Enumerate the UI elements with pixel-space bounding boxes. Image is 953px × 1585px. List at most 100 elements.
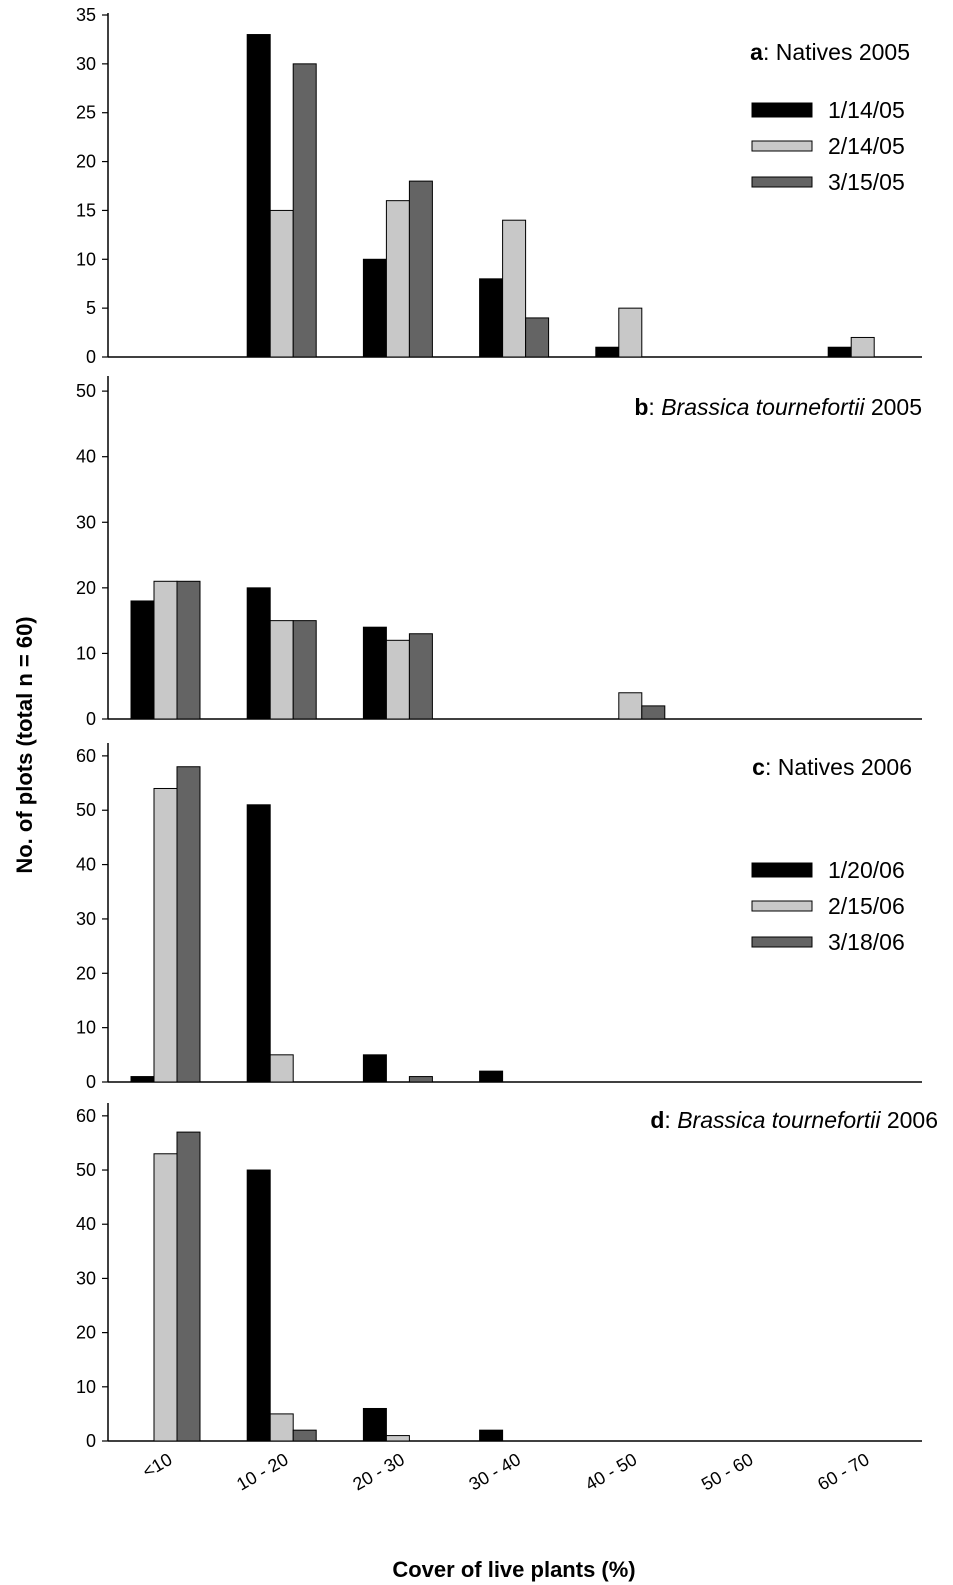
x-axis-tick-labels: <10 10 - 20 20 - 30 30 - 40 40 - 50 50 - 60 60…	[139, 1449, 873, 1494]
bar-c-s1-c1	[130, 1076, 155, 1083]
panel-title-part: b	[634, 394, 648, 420]
panel-title-part: :	[763, 39, 776, 65]
y-tick-label: 15	[76, 200, 96, 220]
panel-title-a: a: Natives 2005	[750, 39, 910, 65]
panel-b: 0 10 20 30 40 50 b: Brassica tournefortii 2005	[76, 376, 922, 729]
x-tick-label: 50 - 60	[698, 1449, 757, 1494]
y-tick-label: 35	[76, 5, 96, 25]
y-tick-label: 50	[76, 800, 96, 820]
bar-a-s2-c3	[385, 200, 410, 358]
y-tick-label: 30	[76, 1268, 96, 1288]
x-tick-label: 40 - 50	[582, 1449, 641, 1494]
panel-title-part: Natives 2005	[776, 39, 910, 65]
legend-c: 1/20/06 2/15/06 3/18/06	[751, 857, 905, 955]
x-tick-label: 30 - 40	[466, 1449, 525, 1494]
y-tick-label: 25	[76, 103, 96, 123]
bar-d-s2-c1	[153, 1153, 178, 1442]
bar-c-s3-c1	[176, 766, 201, 1083]
bar-a-s1-c5	[595, 346, 620, 358]
bar-d-s3-c2	[292, 1429, 317, 1442]
y-tick-label: 50	[76, 381, 96, 401]
legend-label: 2/14/05	[828, 133, 905, 159]
panel-title-part: a	[750, 39, 763, 65]
y-tick-label: 40	[76, 855, 96, 875]
y-tick-label: 10	[76, 1018, 96, 1038]
bar-a-s3-c2	[292, 63, 317, 358]
y-tick-label: 20	[76, 963, 96, 983]
bar-c-s1-c4	[479, 1070, 504, 1083]
bar-c-s1-c3	[362, 1054, 387, 1083]
y-tick-label: 10	[76, 1377, 96, 1397]
y-tick-label: 20	[76, 152, 96, 172]
y-tick-label: 40	[76, 447, 96, 467]
y-tick-label: 30	[76, 54, 96, 74]
y-tick-label: 60	[76, 1106, 96, 1126]
bar-d-s1-c2	[246, 1169, 271, 1442]
bar-a-s2-c5	[618, 307, 643, 358]
panel-d: 0 10 20 30 40 50 60 d: Brassica tournefortii 20…	[76, 1103, 938, 1451]
bar-b-s2-c1	[153, 580, 178, 720]
x-tick-label: 10 - 20	[233, 1449, 292, 1494]
y-tick-label: 0	[86, 1431, 96, 1451]
bar-c-s1-c2	[246, 804, 271, 1083]
panels-layer: 0 5 10 15 20 25 30 35 a: Natives 2005 1/14/05 2/14…	[76, 5, 938, 1451]
panel-title-part: :	[765, 754, 778, 780]
bar-a-s3-c3	[408, 180, 433, 358]
bar-d-s2-c3	[385, 1435, 410, 1442]
legend-swatch	[751, 140, 813, 152]
legend-swatch	[751, 176, 813, 188]
legend-swatch	[751, 900, 813, 912]
bar-b-s1-c3	[362, 626, 387, 720]
bar-c-s2-c2	[269, 1054, 294, 1083]
panel-title-d: d: Brassica tournefortii 2006	[650, 1107, 938, 1133]
bar-c-s3-c3	[408, 1076, 433, 1083]
legend-label: 2/15/06	[828, 893, 905, 919]
bar-b-s2-c5	[618, 692, 643, 720]
panel-title-part: d	[650, 1107, 664, 1133]
x-tick-label: <10	[139, 1449, 175, 1482]
legend-swatch	[751, 862, 813, 878]
y-tick-label: 30	[76, 909, 96, 929]
panel-c: 0 10 20 30 40 50 60 c: Natives 2006 1/20/06 2/15/…	[76, 743, 922, 1092]
y-tick-label: 30	[76, 512, 96, 532]
bar-b-s1-c1	[130, 600, 155, 720]
y-tick-label: 10	[76, 249, 96, 269]
panel-title-part: :	[648, 394, 661, 420]
legend-label: 1/20/06	[828, 857, 905, 883]
bar-d-s2-c2	[269, 1413, 294, 1442]
legend-swatch	[751, 936, 813, 948]
bar-d-s1-c3	[362, 1407, 387, 1442]
legend-label: 3/18/06	[828, 929, 905, 955]
panel-a: 0 5 10 15 20 25 30 35 a: Natives 2005 1/14/05 2/14…	[76, 5, 922, 367]
bar-a-s1-c2	[246, 34, 271, 358]
y-tick-label: 60	[76, 746, 96, 766]
legend-label: 1/14/05	[828, 97, 905, 123]
x-tick-label: 60 - 70	[814, 1449, 873, 1494]
y-tick-label: 0	[86, 347, 96, 367]
legend-label: 3/15/05	[828, 169, 905, 195]
y-tick-label: 0	[86, 709, 96, 729]
bar-c-s2-c1	[153, 787, 178, 1083]
y-tick-label: 20	[76, 578, 96, 598]
bar-b-s1-c2	[246, 587, 271, 720]
panel-title-b: b: Brassica tournefortii 2005	[634, 394, 922, 420]
bar-b-s3-c5	[641, 705, 666, 720]
bar-b-s2-c2	[269, 620, 294, 720]
panel-title-part: 2005	[864, 394, 922, 420]
y-tick-label: 10	[76, 643, 96, 663]
bar-a-s1-c4	[479, 278, 504, 358]
bar-a-s2-c4	[502, 219, 527, 358]
y-axis-title: No. of plots (total n = 60)	[12, 616, 37, 873]
panel-title-part: Natives 2006	[778, 754, 912, 780]
bar-b-s3-c3	[408, 633, 433, 720]
panel-title-part: Brassica tournefortii	[677, 1107, 881, 1133]
bar-b-s2-c3	[385, 639, 410, 720]
y-tick-label: 0	[86, 1072, 96, 1092]
panel-title-c: c: Natives 2006	[752, 754, 912, 780]
bar-a-s3-c4	[525, 317, 550, 358]
bar-d-s3-c1	[176, 1131, 201, 1442]
bar-b-s3-c2	[292, 620, 317, 720]
y-tick-label: 20	[76, 1323, 96, 1343]
legend-swatch	[751, 102, 813, 118]
